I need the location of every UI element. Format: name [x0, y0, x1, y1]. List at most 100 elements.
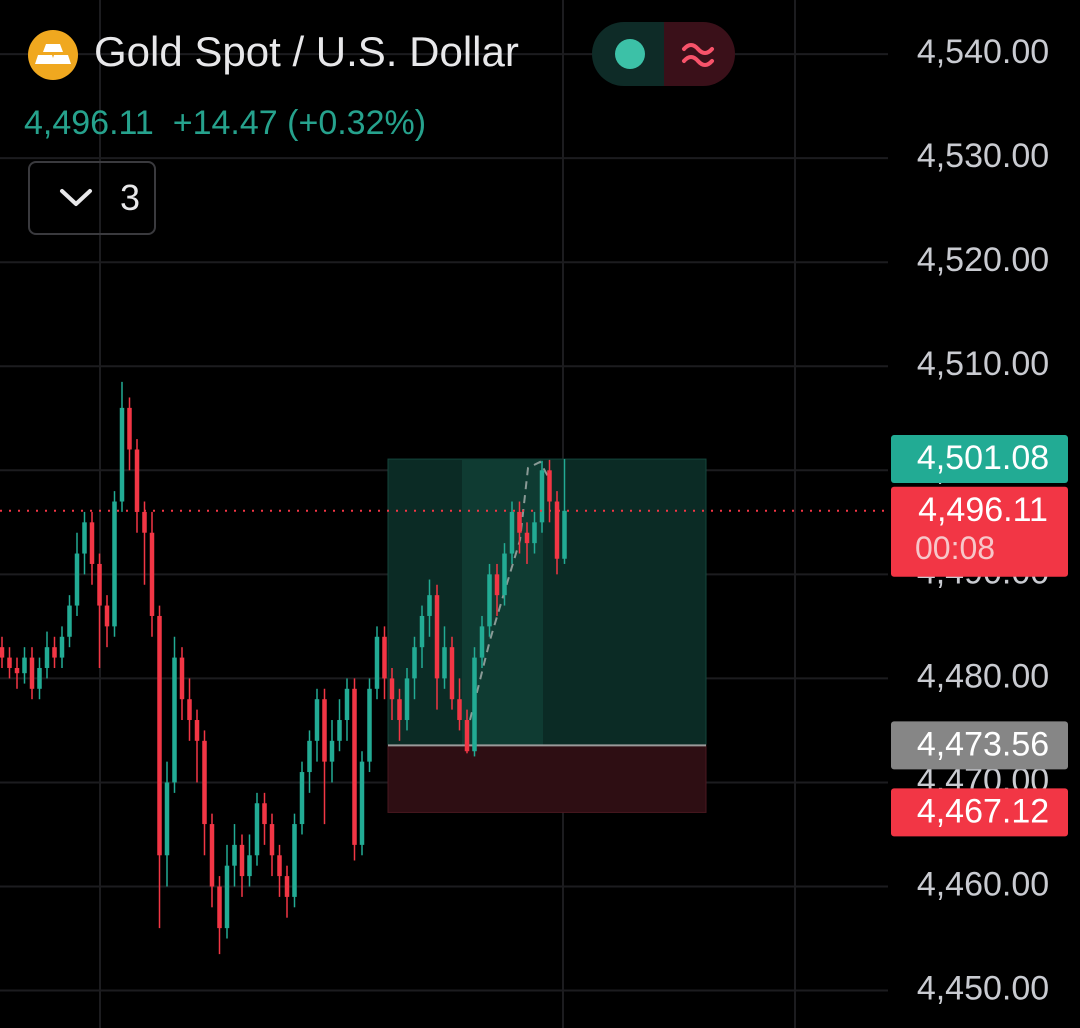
- candle-body: [202, 740, 207, 825]
- candle-body: [232, 844, 237, 866]
- entry-badge-text: 4,473.56: [917, 725, 1049, 763]
- candle-body: [404, 678, 410, 721]
- candle-body: [524, 532, 530, 544]
- candle-body: [112, 501, 117, 627]
- candle-body: [277, 855, 282, 877]
- candle-body: [134, 449, 140, 512]
- last-price-badge: [891, 486, 1068, 577]
- symbol-title[interactable]: Gold Spot / U.S. Dollar: [94, 28, 519, 75]
- countdown: 00:08: [915, 530, 995, 566]
- indicator-count: 3: [120, 177, 141, 218]
- candle-body: [322, 699, 327, 762]
- candle-body: [59, 636, 65, 658]
- candle-body: [254, 803, 260, 856]
- chevron-icon: [60, 189, 92, 206]
- candle-body: [7, 657, 12, 668]
- gold-icon: [28, 30, 78, 80]
- candle-body: [464, 720, 470, 752]
- y-tick-label: 4,460.00: [917, 865, 1049, 903]
- candle-body: [487, 574, 492, 627]
- loss-zone: [387, 744, 707, 813]
- candle-body: [562, 510, 567, 559]
- candle-body: [359, 761, 365, 845]
- candle-body: [44, 647, 50, 668]
- stop-loss-badge-text: 4,467.12: [917, 792, 1049, 830]
- candle-body: [127, 407, 132, 450]
- candle-body: [142, 511, 147, 533]
- candle-body: [472, 657, 477, 752]
- candle-body: [0, 647, 5, 658]
- candle-body: [509, 511, 515, 554]
- candle-body: [104, 605, 110, 627]
- candle-body: [269, 824, 275, 856]
- candle-body: [14, 667, 20, 674]
- y-tick-label: 4,540.00: [917, 33, 1049, 71]
- candle-body: [67, 605, 72, 637]
- price-line: 4,496.11 +14.47 (+0.32%): [24, 104, 426, 143]
- candle-body: [74, 553, 80, 606]
- y-tick-label: 4,510.00: [917, 345, 1049, 383]
- candle-body: [149, 532, 155, 616]
- price-change: +14.47: [172, 104, 278, 142]
- candle-body: [224, 865, 230, 929]
- last-price-badge-text: 4,496.11: [918, 491, 1048, 529]
- market-status[interactable]: [592, 22, 664, 86]
- status-pill[interactable]: [592, 22, 735, 86]
- candle-body: [554, 501, 560, 559]
- candle-body: [352, 688, 357, 845]
- price-change-percent: (+0.32%): [287, 104, 427, 142]
- candle-body: [442, 647, 447, 679]
- candle-body: [382, 636, 387, 679]
- indicators-toggle[interactable]: 3: [28, 161, 156, 235]
- candle-body: [457, 699, 462, 721]
- candle-body: [262, 803, 267, 825]
- candle-body: [517, 511, 522, 533]
- candle-body: [494, 574, 500, 596]
- candle-body: [412, 647, 417, 679]
- candle-body: [209, 824, 215, 887]
- candle-body: [547, 470, 552, 502]
- candle-body: [329, 740, 335, 762]
- candle-body: [344, 688, 350, 721]
- candle-body: [172, 657, 177, 783]
- candle-body: [479, 626, 485, 658]
- candle-body: [239, 844, 245, 877]
- profit-zone: [387, 458, 707, 746]
- candle-body: [292, 824, 297, 897]
- candle-body: [299, 772, 305, 825]
- data-status[interactable]: [664, 22, 735, 86]
- candle-body: [532, 522, 537, 544]
- y-tick-label: 4,480.00: [917, 657, 1049, 695]
- candle-body: [397, 699, 402, 721]
- candle-body: [52, 647, 57, 658]
- candle-body: [194, 720, 200, 741]
- candle-body: [187, 699, 192, 721]
- candle-body: [502, 553, 507, 596]
- candle-body: [337, 720, 342, 741]
- candle-body: [367, 688, 372, 762]
- candle-body: [374, 636, 380, 689]
- candle-body: [419, 615, 425, 648]
- candle-body: [37, 667, 42, 689]
- candle-body: [449, 647, 455, 700]
- candle-body: [427, 595, 432, 616]
- candle-body: [307, 740, 312, 773]
- approx-icon: [682, 43, 714, 67]
- candle-body: [89, 522, 95, 564]
- candle-body: [97, 563, 102, 606]
- candle-body: [164, 782, 170, 856]
- candle-body: [434, 595, 440, 679]
- candle-body: [22, 657, 27, 674]
- candle-body: [389, 678, 395, 700]
- candle-body: [29, 657, 35, 689]
- candle-body: [247, 855, 252, 877]
- candle-body: [157, 615, 162, 856]
- y-tick-label: 4,450.00: [917, 970, 1049, 1008]
- candle-body: [314, 699, 320, 741]
- candle-body: [119, 407, 125, 502]
- candle-body: [217, 886, 222, 929]
- take-profit-badge-text: 4,501.08: [917, 439, 1049, 477]
- stop-loss-badge: [891, 788, 1068, 837]
